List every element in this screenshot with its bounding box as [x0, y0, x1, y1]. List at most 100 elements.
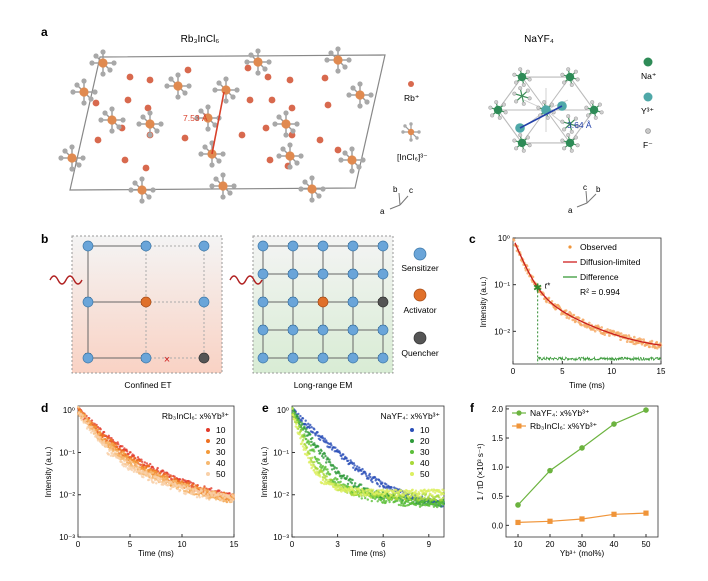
decay-point-50 [81, 414, 84, 417]
decay-point-40 [174, 479, 178, 483]
cl-ion [164, 83, 170, 89]
decay-point-50 [127, 468, 130, 471]
legend-label-10: 10 [216, 425, 226, 435]
cl-ion [100, 71, 106, 77]
sensitizer-node [257, 268, 269, 280]
cl-ion [276, 114, 282, 120]
decay-point-50 [134, 467, 138, 471]
decay-point-20 [147, 464, 151, 468]
legend-label-10: 10 [420, 425, 430, 435]
decay-point-40 [307, 450, 310, 453]
cell-edge [521, 109, 547, 144]
decay-point-40 [308, 452, 311, 455]
decay-point-10 [329, 442, 332, 445]
decay-point-40 [302, 436, 305, 439]
decay-point-50 [204, 495, 207, 498]
decay-point-40 [111, 450, 115, 453]
chart-d-plot: 0 5 10 15 10⁰ 10⁻¹ 10⁻² 10⁻³ [59, 405, 239, 549]
sensitizer-node [377, 352, 389, 364]
decay-point-10 [301, 417, 305, 420]
y-tick-label: 10⁻¹ [494, 281, 510, 290]
chart-e-title: NaYF₄: x%Yb³⁺ [381, 411, 440, 421]
rb-ion [321, 74, 329, 82]
decay-point-10 [218, 489, 221, 492]
decay-point-10 [377, 478, 381, 482]
decay-point-10 [125, 450, 129, 453]
decay-point-50 [77, 411, 81, 415]
cl-ion [255, 48, 261, 54]
cl-ion [357, 103, 363, 109]
f-ion [503, 110, 508, 115]
sensitizer-node [317, 268, 329, 280]
rb-legend-label: Rb⁺ [404, 93, 419, 103]
decay-point-50 [367, 493, 370, 497]
decay-point-30 [94, 426, 98, 429]
decay-point-30 [399, 499, 402, 502]
quencher-legend-label: Quencher [401, 348, 438, 358]
in-ion [137, 185, 147, 195]
incl6-octahedron [298, 175, 326, 203]
tstar-marker: ✱ [533, 282, 542, 294]
decay-point-30 [334, 476, 337, 480]
incl6-octahedra [58, 46, 374, 204]
chart-d-axes [77, 405, 235, 538]
decay-point-30 [380, 497, 383, 501]
decay-point-50 [212, 491, 216, 494]
decay-point-10 [117, 443, 120, 446]
decay-point-30 [388, 500, 391, 504]
decay-point-10 [336, 448, 339, 452]
chart-d-ylabel: Intensity (a.u.) [44, 446, 53, 497]
rb-ions [92, 64, 342, 172]
decay-point-50 [418, 492, 421, 495]
decay-point-20 [345, 476, 348, 480]
decay-point-10 [390, 486, 393, 489]
decay-point-50 [206, 493, 210, 496]
decay-point-10 [342, 453, 345, 456]
decay-point-30 [399, 504, 402, 507]
decay-point-40 [117, 450, 120, 453]
decay-point-30 [297, 420, 301, 423]
decay-point-30 [303, 433, 306, 436]
decay-point-40 [427, 495, 430, 498]
sensitizer-node [287, 240, 299, 252]
decay-point-10 [325, 439, 328, 442]
legend-marker-10 [206, 428, 210, 432]
incl6-legend-icon [401, 122, 421, 142]
legend-marker-50 [410, 472, 414, 476]
cl-ion [111, 60, 117, 66]
decay-point-50 [441, 492, 445, 496]
cl-ion [136, 121, 142, 127]
sensitizer-node [347, 296, 359, 308]
f-ion [512, 72, 517, 77]
decay-point-50 [189, 487, 192, 490]
cl-ion [81, 100, 87, 106]
decay-point-10 [370, 477, 373, 481]
decay-point-50 [364, 493, 367, 497]
decay-point-40 [126, 457, 129, 460]
decay-point-10 [371, 480, 374, 484]
decay-point-40 [293, 415, 296, 419]
decay-point-50 [149, 476, 153, 480]
decay-point-50 [369, 488, 373, 491]
decay-point-10 [330, 444, 333, 447]
decay-point-50 [352, 488, 355, 491]
decay-point-50 [218, 497, 222, 500]
decay-point-40 [135, 463, 138, 466]
decay-point-30 [296, 418, 299, 422]
decay-point-30 [324, 465, 327, 469]
confined-et-lattice: × [82, 240, 210, 366]
cl-ion [168, 76, 174, 82]
decay-point-30 [360, 497, 363, 500]
decay-point-50 [409, 495, 412, 498]
cl-ion [182, 90, 188, 96]
incl6-octahedron [98, 106, 126, 134]
cl-ion [342, 64, 348, 70]
decay-point-10 [340, 457, 344, 460]
decay-point-50 [347, 487, 350, 490]
f-ion [566, 67, 571, 72]
f-ion [518, 67, 523, 72]
cl-ion [109, 128, 115, 134]
decay-point-50 [303, 446, 306, 450]
y-tick-label: 10⁰ [277, 406, 289, 415]
